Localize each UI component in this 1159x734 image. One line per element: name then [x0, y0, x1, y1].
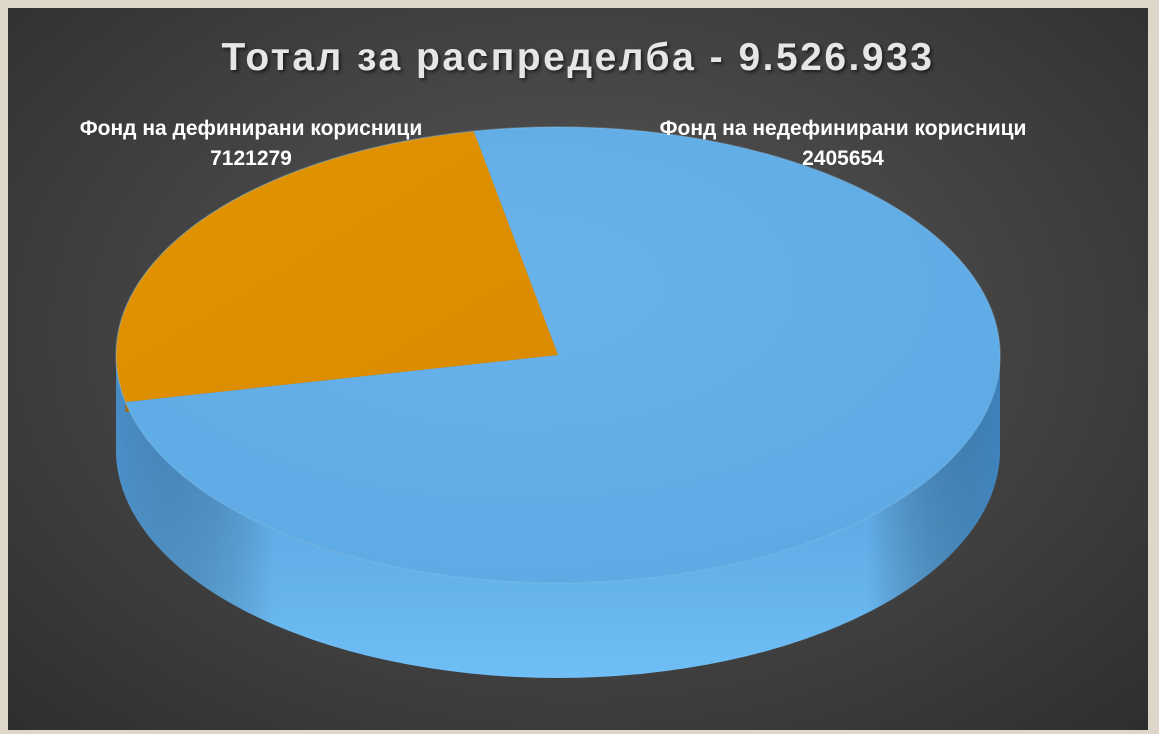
pie-rim-highlight	[115, 126, 1001, 584]
pie-slice-undefined-users	[115, 131, 558, 403]
chart-area: Тотал за распределба - 9.526.933	[8, 8, 1148, 730]
slice-value-undefined: 2405654	[802, 147, 884, 170]
data-label-undefined-users: Фонд на недефинирани корисници 2405654	[608, 114, 1078, 174]
slice-value-defined: 7121279	[210, 147, 292, 170]
pie-slice-defined-users	[125, 126, 1001, 583]
chart-title: Тотал за распределба - 9.526.933	[221, 36, 935, 79]
pie-side-shade	[116, 355, 1000, 678]
data-label-defined-users: Фонд на дефинирани корисници 7121279	[36, 114, 466, 174]
slice-label-undefined: Фонд на недефинирани корисници	[659, 117, 1027, 140]
pie-chart	[115, 126, 1001, 678]
slice-label-defined: Фонд на дефинирани корисници	[79, 117, 423, 140]
